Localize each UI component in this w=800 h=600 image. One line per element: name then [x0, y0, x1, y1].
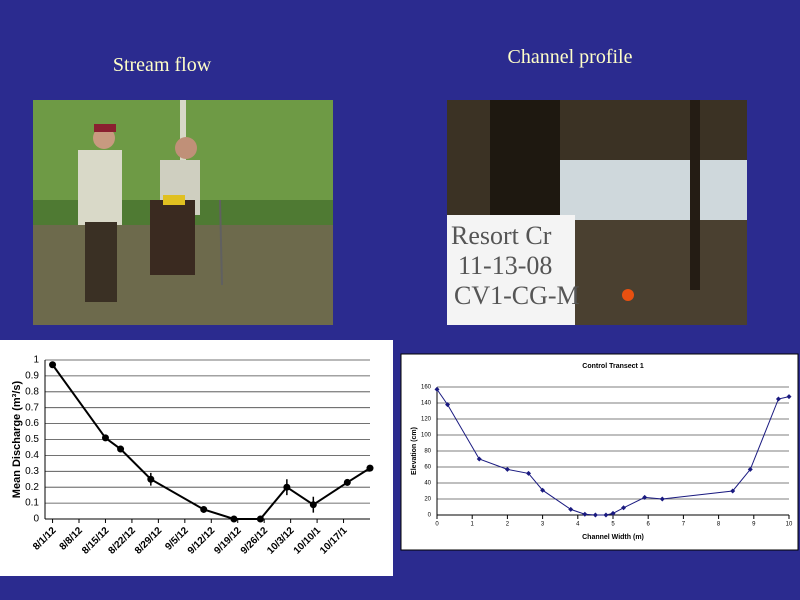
y-axis-label: Elevation (cm) [411, 427, 418, 475]
y-tick-label: 0.3 [25, 466, 39, 477]
point [343, 478, 351, 486]
x-tick-label: 0 [435, 522, 439, 528]
y-tick-label: 0.7 [25, 402, 39, 413]
y-tick-label: 60 [424, 465, 431, 471]
sign-text: CV1-CG-M [454, 281, 580, 310]
point [540, 487, 546, 493]
x-tick-label: 2 [506, 522, 510, 528]
point [147, 475, 155, 483]
point [283, 483, 291, 491]
x-tick-label: 6 [647, 522, 651, 528]
x-tick-label: 1 [471, 522, 475, 528]
data-line [436, 389, 790, 516]
point [526, 470, 532, 476]
point [476, 456, 482, 462]
point [504, 466, 510, 472]
photo-channel: Resort Cr 11-13-08 CV1-CG-M [447, 100, 747, 325]
y-axis-label: Mean Discharge (m³/s) [11, 380, 23, 498]
point [582, 511, 588, 517]
point [642, 494, 648, 500]
heading: Stream flow [112, 54, 212, 76]
point [101, 434, 109, 442]
chart-panel [0, 340, 393, 576]
x-tick-label: 9 [752, 522, 756, 528]
heading: Channel profile [507, 46, 633, 68]
point [117, 445, 125, 453]
point [434, 386, 440, 392]
x-tick-label: 4 [576, 522, 580, 528]
x-tick-label: 10 [786, 522, 793, 528]
point [747, 466, 753, 472]
x-tick-label: 5 [611, 522, 615, 528]
y-tick-label: 0.5 [25, 434, 39, 445]
point [445, 402, 451, 408]
point [730, 488, 736, 494]
point [603, 512, 609, 518]
chart-panel [400, 353, 799, 551]
y-tick-label: 0.9 [25, 371, 39, 382]
sign-text: 11-13-08 [458, 251, 552, 280]
y-tick-label: 140 [421, 401, 432, 407]
point [775, 396, 781, 402]
x-tick-label: 8 [717, 522, 721, 528]
x-axis-label: Channel Width (m) [582, 534, 644, 541]
x-tick-label: 3 [541, 522, 545, 528]
y-tick-label: 0.2 [25, 482, 39, 493]
y-tick-label: 0.1 [25, 498, 39, 509]
y-tick-label: 120 [421, 417, 432, 423]
y-tick-label: 1 [33, 355, 39, 366]
photo-stream [33, 100, 333, 325]
point [309, 501, 317, 509]
sign-text: Resort Cr [451, 221, 552, 250]
point [621, 505, 627, 511]
y-tick-label: 0 [428, 513, 432, 519]
point [366, 464, 374, 472]
y-tick-label: 80 [424, 449, 431, 455]
point [256, 515, 264, 523]
point [786, 394, 792, 400]
y-tick-label: 160 [421, 385, 432, 391]
y-tick-label: 20 [424, 497, 431, 503]
x-tick-label: 7 [682, 522, 686, 528]
y-tick-label: 40 [424, 481, 431, 487]
y-tick-label: 0.8 [25, 386, 39, 397]
point [659, 496, 665, 502]
y-tick-label: 0.6 [25, 418, 39, 429]
point [230, 515, 238, 523]
chart-title: Control Transect 1 [582, 363, 644, 370]
y-tick-label: 100 [421, 433, 432, 439]
point [568, 506, 574, 512]
y-tick-label: 0.4 [25, 450, 39, 461]
point [200, 505, 208, 513]
point [610, 510, 616, 516]
point [49, 361, 57, 369]
point [592, 512, 598, 518]
y-tick-label: 0 [33, 514, 39, 525]
